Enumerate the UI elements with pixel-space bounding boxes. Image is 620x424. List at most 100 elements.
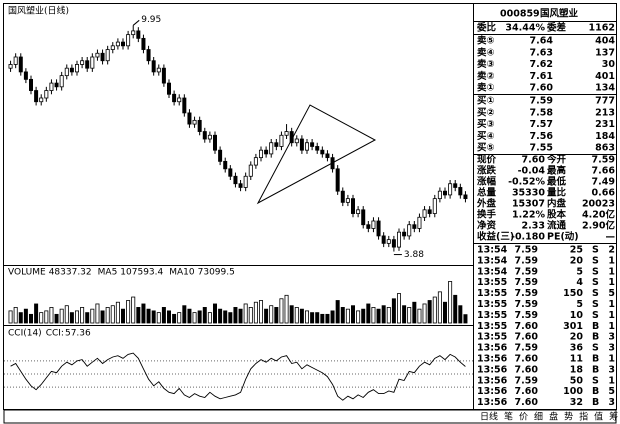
volume: 184 xyxy=(595,131,615,142)
candle-body xyxy=(95,52,100,58)
candle-body xyxy=(432,198,437,214)
volume: 777 xyxy=(595,96,615,107)
stock-name: 国风塑业 xyxy=(540,8,579,20)
volume-bar xyxy=(115,301,120,324)
tab[interactable]: 细 xyxy=(534,411,543,423)
time: 13:56 xyxy=(477,386,508,397)
volume-bar xyxy=(412,301,417,324)
volume-bar xyxy=(238,308,243,324)
volume-bar xyxy=(463,314,468,324)
candle-body xyxy=(8,64,13,69)
volume-bar xyxy=(23,308,28,324)
tab[interactable]: 价 xyxy=(519,412,528,423)
count: 3 xyxy=(608,397,615,408)
volume: 231 xyxy=(595,119,615,130)
candle-body xyxy=(54,82,59,88)
candle-body xyxy=(458,187,463,196)
candle-body xyxy=(156,67,161,73)
candle-body xyxy=(238,183,243,188)
value: 7.60 xyxy=(522,155,546,166)
volume-legend-name: MA5 xyxy=(98,268,118,278)
count: 5 xyxy=(608,288,615,299)
candle-body xyxy=(396,231,401,248)
volume-bar xyxy=(350,305,355,324)
candle-body xyxy=(197,119,202,132)
candle-body xyxy=(49,82,54,91)
price: 7.59 xyxy=(515,255,538,266)
volume-bar xyxy=(381,305,386,324)
volume-bar xyxy=(458,305,463,324)
volume-bar xyxy=(187,308,192,324)
volume-bar xyxy=(121,308,126,324)
count: 1 xyxy=(608,277,615,288)
price: 7.59 xyxy=(515,266,538,277)
volume-bar xyxy=(161,307,166,324)
volume-bar xyxy=(156,312,161,324)
value: 7.49 xyxy=(592,177,615,188)
candle-body xyxy=(402,231,407,237)
candle-body xyxy=(110,45,115,50)
candle-body xyxy=(453,183,458,188)
volume-bar xyxy=(315,312,320,324)
volume-bar xyxy=(69,312,74,324)
count: 3 xyxy=(608,364,615,375)
candle-body xyxy=(23,71,28,80)
candle-body xyxy=(427,209,432,214)
candle-body xyxy=(166,82,171,95)
min-price-label: 3.88 xyxy=(404,250,424,260)
side: S xyxy=(592,299,599,310)
candle-body xyxy=(75,64,80,73)
candle-body xyxy=(18,56,23,73)
volume-bar xyxy=(110,305,115,324)
count: 1 xyxy=(608,375,615,386)
candle-body xyxy=(253,157,258,166)
volume-bar xyxy=(258,300,263,324)
candle-body xyxy=(294,138,299,144)
candle-body xyxy=(202,131,207,140)
volume-bar xyxy=(243,303,248,324)
level: 买① xyxy=(477,96,495,107)
time: 13:55 xyxy=(477,332,507,343)
candle-body xyxy=(310,142,315,147)
label: 量比 xyxy=(547,187,567,199)
candle-body xyxy=(187,112,192,125)
side: B xyxy=(592,364,599,375)
candle-body xyxy=(207,134,212,140)
volume-bar xyxy=(85,312,90,324)
volume-bar xyxy=(310,312,315,324)
tab[interactable]: 势 xyxy=(564,411,573,423)
candle-body xyxy=(44,90,49,99)
value: 1162 xyxy=(589,23,615,34)
time: 13:56 xyxy=(477,375,508,386)
tab[interactable]: 盘 xyxy=(549,411,558,423)
volume-bar xyxy=(75,310,80,324)
candle-body xyxy=(335,168,340,192)
stock-code: 000859 xyxy=(500,9,540,20)
tab[interactable]: 笔 xyxy=(504,411,513,423)
tab[interactable]: 指 xyxy=(579,411,588,423)
side: B xyxy=(592,354,599,365)
volume-bar xyxy=(453,294,458,324)
tab[interactable]: 筹 xyxy=(609,411,618,423)
volume-bar xyxy=(442,301,447,324)
tab[interactable]: 日线 xyxy=(480,411,498,423)
candle-body xyxy=(228,168,233,177)
time: 13:56 xyxy=(477,343,508,354)
volume-bar xyxy=(34,303,39,324)
volume-bar xyxy=(432,296,437,324)
price: 7.64 xyxy=(530,36,554,47)
label: 内盘 xyxy=(547,198,567,210)
volume-bar xyxy=(253,301,258,324)
volume-bar xyxy=(182,305,187,324)
tab[interactable]: 值 xyxy=(594,411,603,423)
max-price-label: 9.95 xyxy=(141,15,161,25)
label: 涨跌 xyxy=(477,165,497,177)
side: S xyxy=(592,310,599,321)
volume-bar xyxy=(192,312,197,324)
volume-bar xyxy=(105,307,110,324)
side: S xyxy=(592,343,599,354)
candle-body xyxy=(366,224,371,229)
volume-bar xyxy=(422,303,427,324)
candle-body xyxy=(284,131,289,136)
label: 股本 xyxy=(547,209,567,221)
